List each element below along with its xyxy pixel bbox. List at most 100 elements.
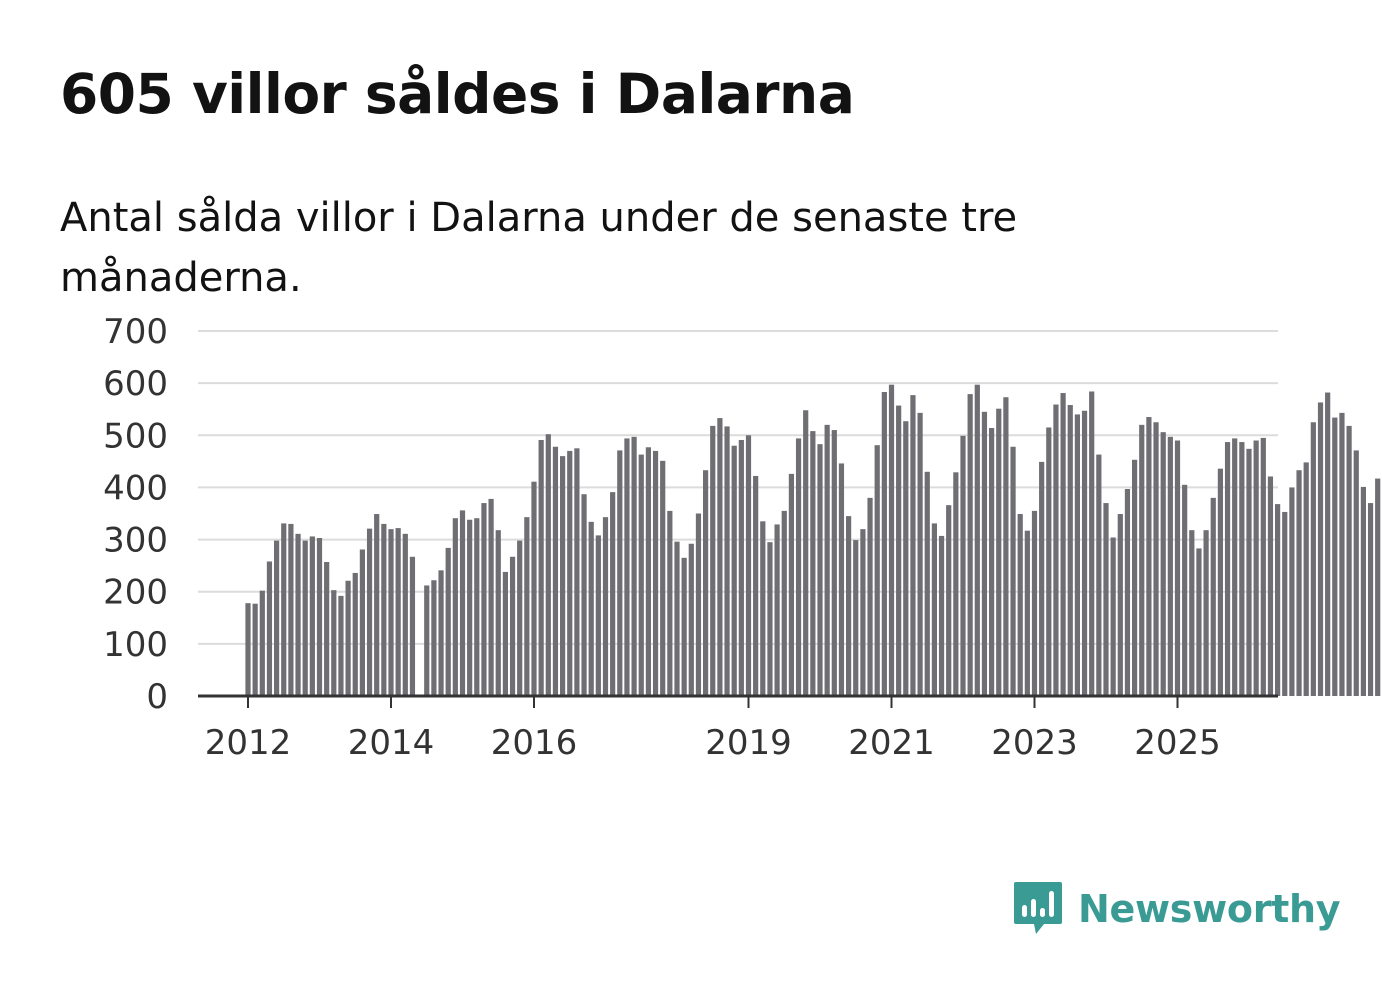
bar bbox=[1110, 537, 1116, 696]
bar bbox=[1046, 427, 1052, 696]
bar bbox=[281, 523, 287, 696]
bar bbox=[1289, 487, 1295, 696]
bar bbox=[738, 439, 744, 696]
bar bbox=[552, 446, 559, 696]
bar bbox=[366, 528, 373, 696]
bar bbox=[760, 521, 766, 696]
bar bbox=[1089, 391, 1095, 696]
chart-title: 605 villor såldes i Dalarna bbox=[60, 62, 855, 126]
bar bbox=[524, 517, 530, 696]
bar bbox=[424, 585, 430, 696]
bar bbox=[695, 513, 702, 696]
bar bbox=[574, 448, 580, 696]
bar bbox=[931, 523, 937, 696]
bar bbox=[1232, 438, 1238, 696]
bar bbox=[903, 421, 909, 696]
bar bbox=[1024, 530, 1030, 696]
bar bbox=[795, 438, 802, 696]
bar bbox=[445, 547, 451, 696]
bar bbox=[853, 540, 859, 696]
y-tick-label: 0 bbox=[146, 677, 168, 717]
bar bbox=[545, 434, 551, 696]
bar bbox=[538, 439, 544, 696]
bar bbox=[1375, 478, 1381, 696]
bar bbox=[1367, 503, 1374, 696]
bar bbox=[467, 519, 473, 696]
chart-subtitle: Antal sålda villor i Dalarna under de se… bbox=[60, 195, 1018, 301]
bar bbox=[1132, 459, 1138, 696]
bar bbox=[1124, 488, 1131, 696]
bar bbox=[495, 530, 501, 696]
bar bbox=[631, 436, 637, 696]
bar bbox=[652, 450, 659, 696]
bar bbox=[459, 510, 466, 696]
bar bbox=[316, 538, 323, 696]
bar bbox=[331, 590, 337, 696]
bar bbox=[1010, 446, 1016, 696]
brand-name: Newsworthy bbox=[1078, 887, 1341, 931]
brand-logo: Newsworthy bbox=[1010, 878, 1341, 940]
bar bbox=[831, 430, 837, 696]
bar bbox=[910, 395, 916, 696]
bar bbox=[1196, 548, 1202, 696]
bar bbox=[1224, 442, 1231, 696]
bar bbox=[817, 444, 823, 696]
bar bbox=[1210, 497, 1216, 696]
bar bbox=[731, 445, 737, 696]
bar bbox=[1353, 450, 1359, 696]
bar bbox=[1074, 414, 1080, 696]
bar bbox=[1246, 448, 1252, 696]
bar bbox=[1017, 514, 1023, 696]
bar bbox=[1296, 470, 1302, 696]
bar bbox=[1139, 424, 1145, 696]
bar bbox=[452, 518, 458, 696]
x-tick-label: 2023 bbox=[991, 723, 1078, 763]
bar bbox=[409, 556, 416, 696]
bar bbox=[974, 384, 980, 696]
bar bbox=[259, 590, 265, 696]
bar bbox=[309, 536, 315, 696]
bar bbox=[953, 472, 959, 696]
bar bbox=[1339, 412, 1345, 696]
y-tick-label: 700 bbox=[103, 312, 168, 352]
x-tick-label: 2021 bbox=[848, 723, 935, 763]
bar bbox=[567, 450, 573, 696]
bar bbox=[1031, 510, 1038, 696]
bar bbox=[938, 535, 945, 696]
bar bbox=[624, 438, 630, 696]
bar bbox=[295, 533, 301, 696]
bar bbox=[302, 540, 308, 696]
bar bbox=[352, 572, 358, 696]
bar bbox=[724, 426, 730, 696]
bar bbox=[1189, 530, 1195, 696]
bar bbox=[509, 556, 516, 696]
y-tick-label: 600 bbox=[103, 364, 168, 404]
bar bbox=[1060, 393, 1066, 696]
bar bbox=[1182, 484, 1188, 696]
bar bbox=[531, 481, 537, 696]
bar bbox=[1146, 417, 1152, 696]
bar bbox=[874, 445, 880, 696]
bar bbox=[1332, 417, 1338, 696]
bar bbox=[245, 603, 251, 696]
bar bbox=[1081, 410, 1088, 696]
x-axis-labels: 2012 2014 2016 2019 2021 2023 2025 bbox=[205, 723, 1221, 763]
bar bbox=[946, 505, 952, 696]
bar bbox=[810, 431, 816, 696]
bar bbox=[981, 411, 988, 696]
bar bbox=[774, 524, 780, 696]
bar bbox=[502, 571, 508, 696]
bar bbox=[252, 603, 258, 696]
bar bbox=[1203, 530, 1209, 696]
bar bbox=[667, 510, 673, 696]
bar bbox=[1039, 461, 1045, 696]
bar bbox=[960, 435, 966, 696]
bar bbox=[838, 463, 845, 696]
bar bbox=[860, 529, 866, 696]
bar bbox=[717, 418, 723, 696]
bar bbox=[710, 425, 716, 696]
bar bbox=[674, 541, 680, 696]
bar bbox=[1325, 392, 1331, 696]
bar bbox=[881, 392, 887, 696]
